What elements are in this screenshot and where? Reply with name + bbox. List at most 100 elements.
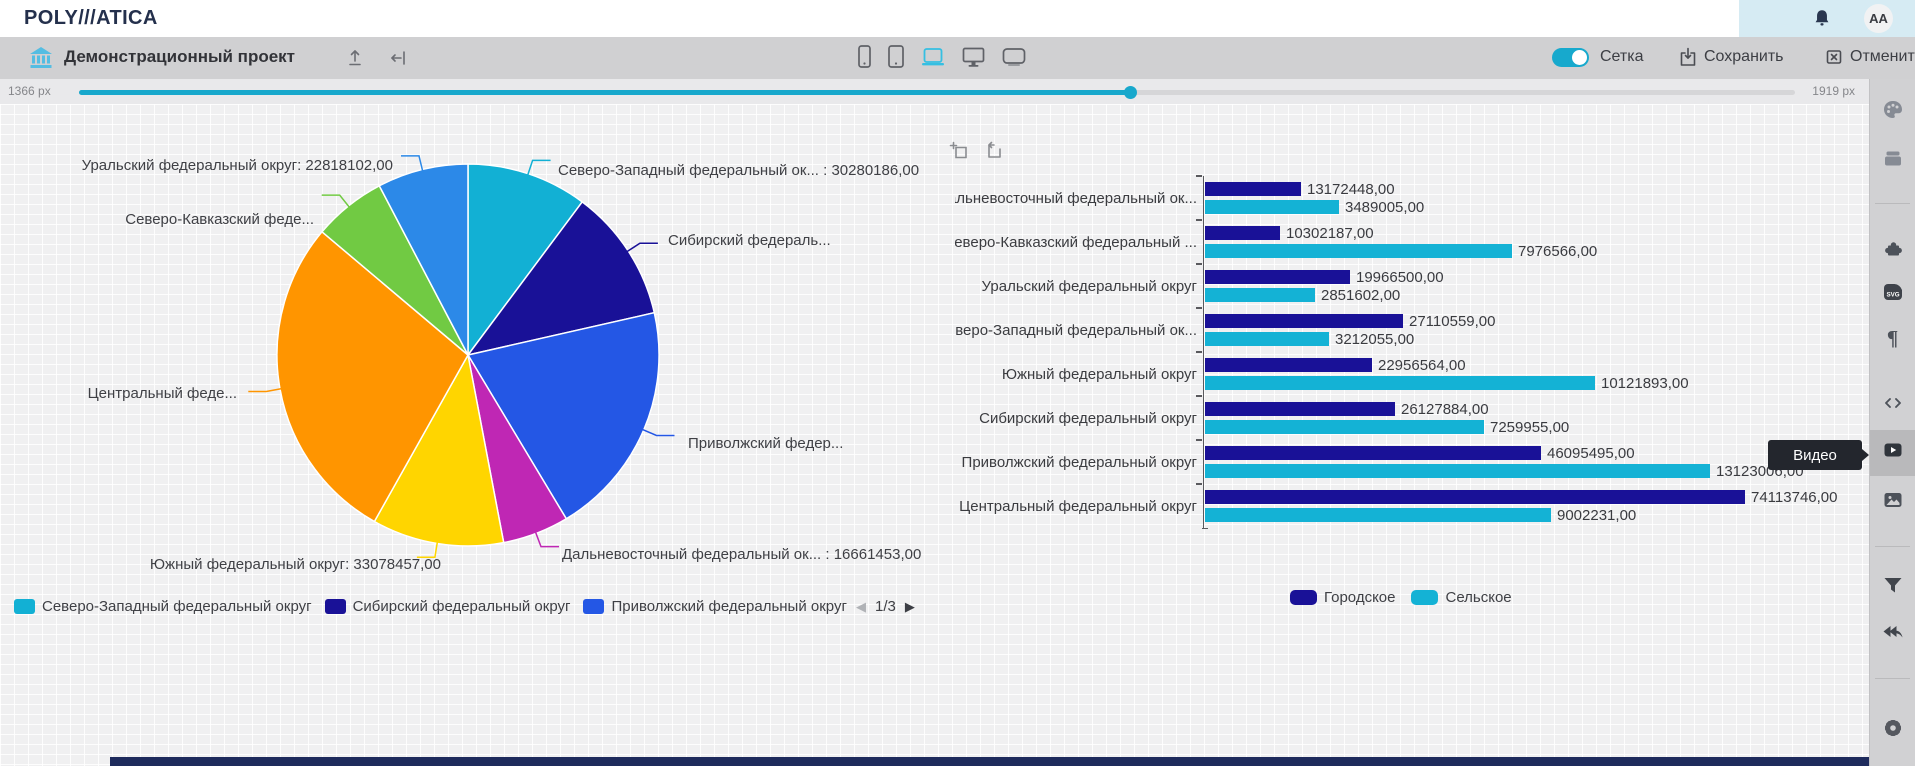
- save-button[interactable]: Сохранить: [1678, 46, 1784, 68]
- legend-next-icon[interactable]: ▶: [904, 598, 915, 614]
- legend-page-indicator: 1/3: [875, 598, 896, 615]
- bar-line: 2851602,00: [1205, 287, 1855, 304]
- grid-toggle[interactable]: [1552, 48, 1589, 67]
- legend-item[interactable]: Городское: [1290, 589, 1395, 606]
- add-selection-icon[interactable]: [948, 140, 970, 162]
- layers-icon[interactable]: [1881, 146, 1905, 170]
- legend-item[interactable]: Приволжский федеральный округ: [583, 598, 847, 615]
- filter-icon[interactable]: [1881, 573, 1905, 597]
- bar-group: 19966500,00 2851602,00: [1196, 263, 1855, 308]
- bar-category-row: Северо-Западный федеральный ок... 2711055…: [955, 307, 1855, 352]
- bar-rural[interactable]: [1205, 200, 1339, 214]
- legend-prev-icon[interactable]: ◀: [856, 598, 866, 614]
- bar-value-label: 7976566,00: [1518, 242, 1598, 260]
- device-tablet-icon[interactable]: [888, 45, 904, 68]
- legend-item[interactable]: Северо-Западный федеральный округ: [14, 598, 312, 615]
- bar-line: 10121893,00: [1205, 375, 1855, 392]
- svg-icon[interactable]: SVG: [1881, 280, 1905, 304]
- bar-urban[interactable]: [1205, 314, 1403, 328]
- bar-group: 10302187,00 7976566,00: [1196, 219, 1855, 264]
- device-tv-icon[interactable]: [1002, 45, 1026, 68]
- canvas-width-slider-row: 1366 px 1919 px: [0, 79, 1869, 104]
- pie-callout-line: [416, 540, 439, 559]
- bar-line: 7259955,00: [1205, 419, 1855, 436]
- sidebar-divider: [1875, 678, 1910, 679]
- puzzle-icon[interactable]: [1881, 236, 1905, 260]
- legend-item[interactable]: Сельское: [1411, 589, 1512, 606]
- slider-min-label: 1366 px: [8, 84, 51, 98]
- cancel-label: Отменить: [1850, 48, 1915, 65]
- bar-rural[interactable]: [1205, 332, 1329, 346]
- project-bank-icon: [30, 47, 52, 68]
- notifications-bell-icon[interactable]: [1811, 7, 1833, 29]
- device-phone-icon[interactable]: [858, 45, 871, 68]
- bar-urban[interactable]: [1205, 490, 1745, 504]
- pilcrow-icon[interactable]: ¶: [1886, 326, 1899, 350]
- cancel-icon: [1826, 50, 1842, 64]
- bar-urban[interactable]: [1205, 358, 1372, 372]
- gear-icon[interactable]: [1881, 716, 1905, 740]
- pie-callout-label: Северо-Кавказский феде...: [125, 211, 314, 228]
- pie-chart[interactable]: [0, 104, 1869, 766]
- bar-group: 22956564,00 10121893,00: [1196, 351, 1855, 396]
- slider-handle[interactable]: [1124, 86, 1137, 99]
- bar-line: 10302187,00: [1205, 225, 1855, 242]
- save-icon: [1680, 47, 1696, 66]
- grid-toggle-label: Сетка: [1600, 48, 1644, 65]
- reset-selection-icon[interactable]: [982, 140, 1004, 162]
- bar-rural[interactable]: [1205, 244, 1512, 258]
- bar-rural[interactable]: [1205, 508, 1551, 522]
- pie-legend: Северо-Западный федеральный округ Сибирс…: [14, 598, 847, 615]
- bar-urban[interactable]: [1205, 402, 1395, 416]
- device-laptop-icon-selected[interactable]: [921, 45, 945, 68]
- sidebar-divider: [1875, 203, 1910, 204]
- polymatica-logo: POLY///ATICA: [24, 7, 158, 29]
- bar-rural[interactable]: [1205, 420, 1484, 434]
- cancel-button[interactable]: Отменить: [1824, 46, 1915, 68]
- bar-chart: Дальневосточный федеральный ок... 1317244…: [955, 175, 1855, 529]
- pie-callout-label: Дальневосточный федеральный ок... : 1666…: [562, 546, 922, 563]
- next-widget-edge: [110, 757, 1869, 766]
- bar-line: 3489005,00: [1205, 198, 1855, 216]
- bar-legend: Городское Сельское: [1290, 589, 1512, 606]
- bar-urban[interactable]: [1205, 446, 1541, 460]
- pie-callout-label: Приволжский федер...: [688, 435, 844, 452]
- bar-rural[interactable]: [1205, 288, 1315, 302]
- publish-icon[interactable]: [344, 47, 366, 69]
- legend-swatch: [1411, 590, 1439, 605]
- collapse-left-icon[interactable]: [388, 47, 410, 69]
- legend-pagination: ◀ 1/3 ▶: [856, 598, 915, 615]
- device-desktop-icon[interactable]: [962, 45, 985, 68]
- bar-urban[interactable]: [1205, 270, 1350, 284]
- project-toolbar: Демонстрационный проект: [0, 37, 1915, 79]
- dashboard-canvas: Северо-Западный федеральный ок... : 3028…: [0, 104, 1869, 766]
- undo-arrows-icon[interactable]: [1881, 620, 1905, 644]
- legend-item[interactable]: Сибирский федеральный округ: [324, 598, 570, 615]
- bar-line: 13123006,00: [1205, 463, 1855, 480]
- bar-rural[interactable]: [1205, 376, 1595, 390]
- bar-category-row: Северо-Кавказский федеральный ... 1030218…: [955, 219, 1855, 264]
- bar-group: 27110559,00 3212055,00: [1196, 307, 1855, 352]
- bar-group: 46095495,00 13123006,00: [1196, 439, 1855, 484]
- bar-value-label: 27110559,00: [1409, 312, 1496, 330]
- bar-value-label: 22956564,00: [1378, 356, 1466, 374]
- video-icon[interactable]: [1881, 438, 1905, 462]
- width-slider[interactable]: [79, 86, 1795, 99]
- bar-urban[interactable]: [1205, 182, 1301, 196]
- top-header-bar: POLY///ATICA AA: [0, 0, 1915, 37]
- slider-fill: [79, 90, 1130, 95]
- palette-icon[interactable]: [1881, 98, 1905, 122]
- bar-urban[interactable]: [1205, 226, 1280, 240]
- bar-line: 26127884,00: [1205, 401, 1855, 418]
- bar-line: 27110559,00: [1205, 312, 1855, 330]
- bar-category-row: Центральный федеральный округ 74113746,00…: [955, 483, 1855, 528]
- bar-value-label: 3489005,00: [1345, 198, 1425, 216]
- bar-rural[interactable]: [1205, 464, 1710, 478]
- device-size-switcher: [858, 45, 1026, 68]
- legend-swatch: [324, 599, 346, 614]
- code-icon[interactable]: [1881, 391, 1905, 415]
- image-icon[interactable]: [1881, 488, 1905, 512]
- avatar[interactable]: AA: [1864, 4, 1893, 33]
- bar-line: 3212055,00: [1205, 331, 1855, 348]
- project-title[interactable]: Демонстрационный проект: [64, 47, 296, 66]
